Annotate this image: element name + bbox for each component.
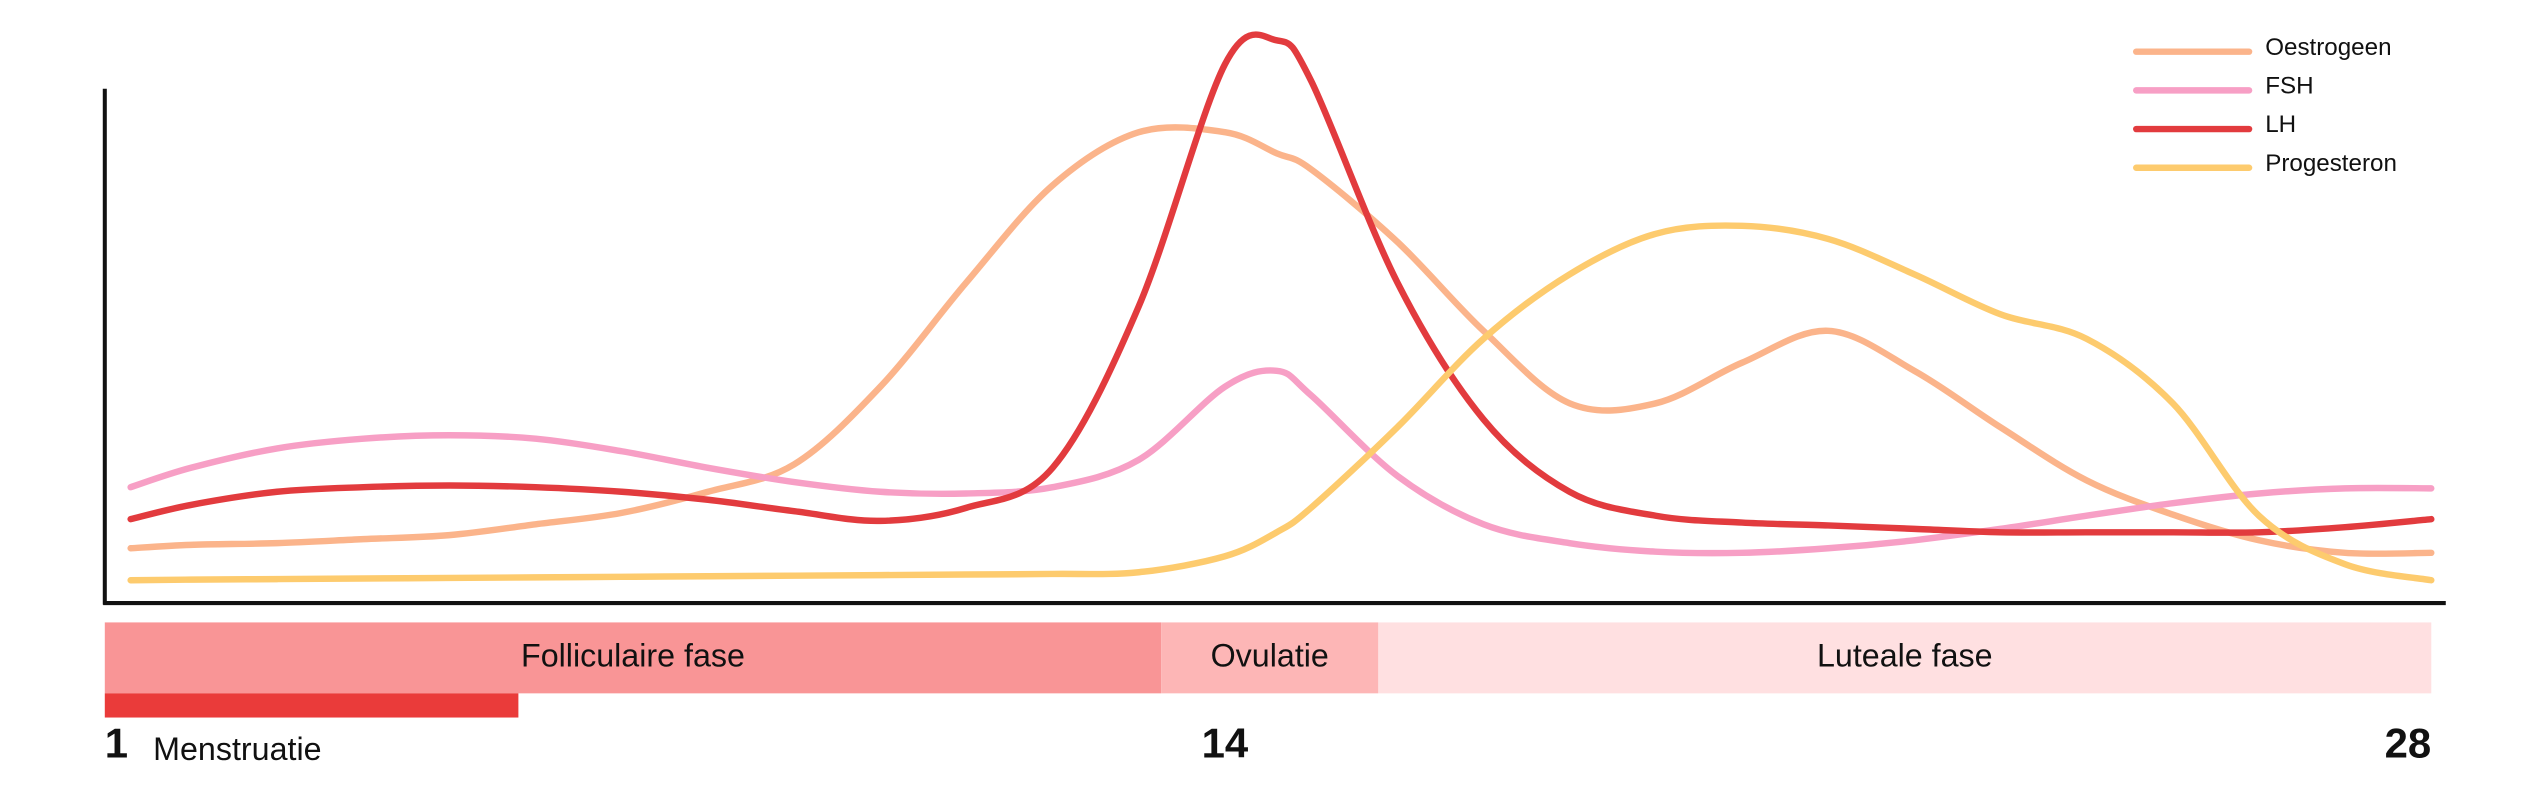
menstruation-label: Menstruatie [153, 731, 321, 767]
legend-label: LH [2265, 111, 2296, 138]
phase-label: Ovulatie [1211, 637, 1329, 673]
menstruation-bar [104, 693, 519, 718]
phase-label: Luteale fase [1817, 637, 1993, 673]
series-line [127, 124, 2435, 557]
series-line [127, 222, 2435, 584]
legend-label: Progesteron [2265, 150, 2397, 177]
x-tick-label: 14 [1202, 720, 1249, 767]
phase-label: Folliculaire fase [521, 637, 745, 673]
phase-band [104, 622, 1162, 694]
legend-label: Oestrogeen [2265, 34, 2391, 61]
series-line [127, 367, 2435, 557]
phase-band [1378, 622, 2432, 694]
x-tick-label: 1 [105, 720, 128, 767]
phase-band [1161, 622, 1379, 694]
series-line [127, 31, 2435, 536]
x-tick-label: 28 [2385, 720, 2432, 767]
legend-label: FSH [2265, 73, 2313, 100]
